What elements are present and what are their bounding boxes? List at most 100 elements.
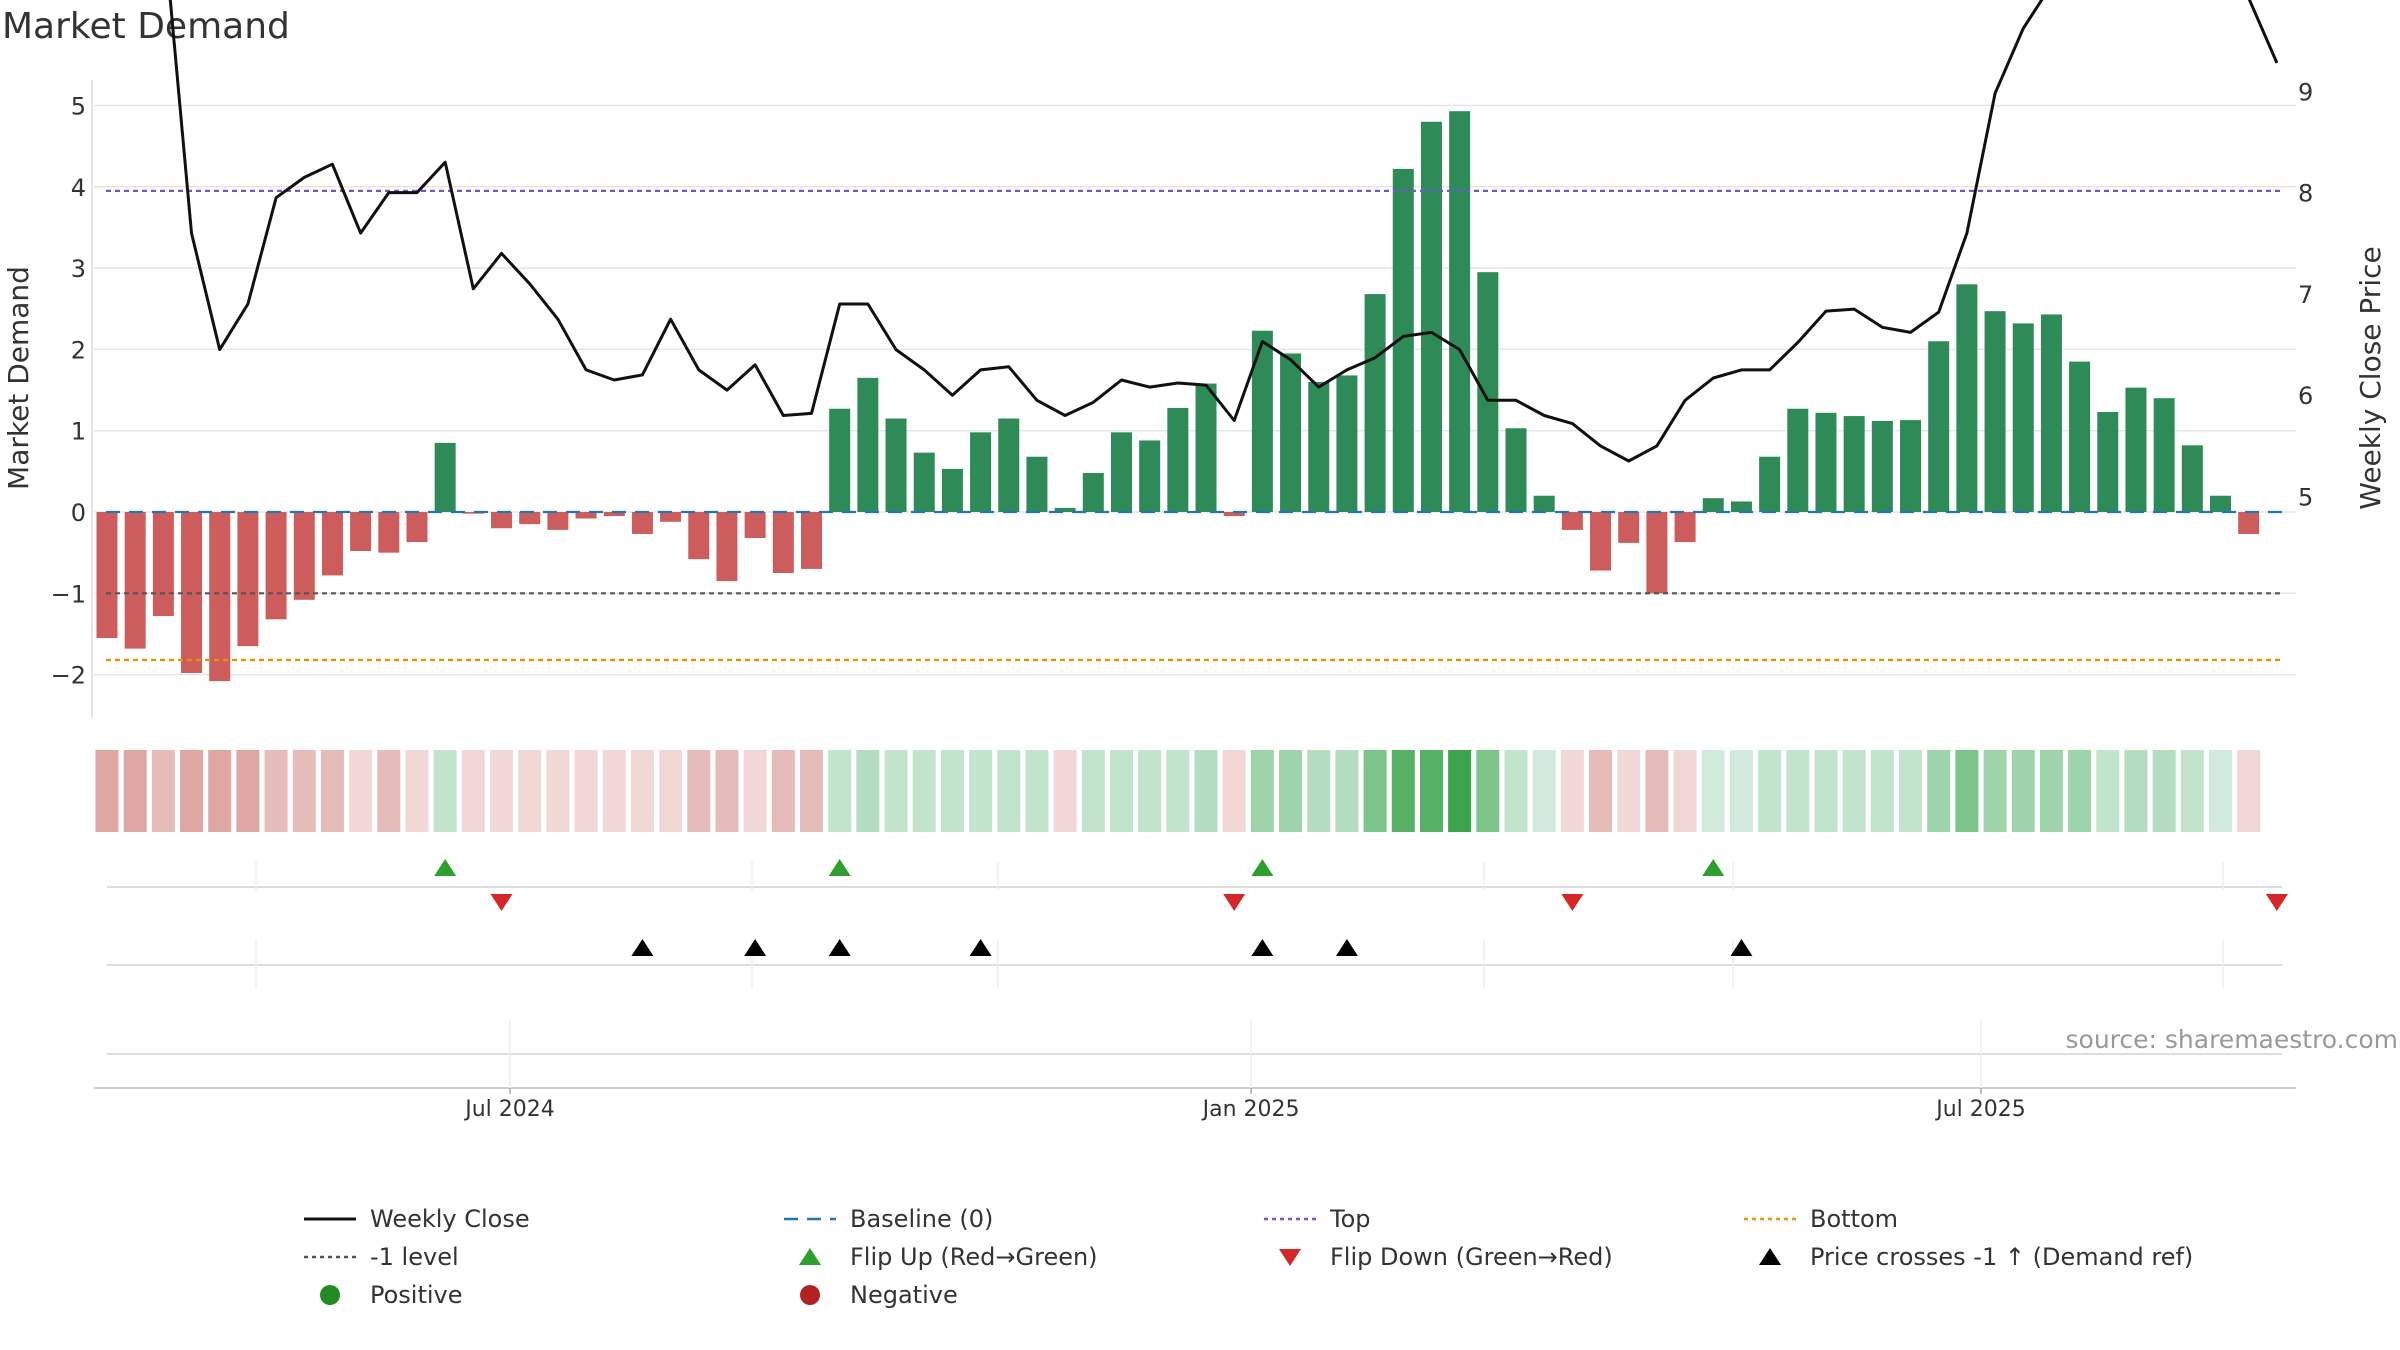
- demand-bar-negative: [209, 512, 231, 682]
- demand-bar-negative: [152, 512, 174, 617]
- demand-bar-negative: [96, 512, 118, 639]
- legend-dot-icon: [800, 1285, 820, 1305]
- legend-item: Price crosses -1 ↑ (Demand ref): [1740, 1243, 2193, 1271]
- reference-lines: [106, 189, 2282, 662]
- price-cross-marker: [969, 939, 992, 956]
- heat-cell: [2237, 750, 2261, 832]
- heat-cell: [1448, 750, 1472, 832]
- demand-bar-negative: [688, 512, 710, 560]
- demand-bar-negative: [772, 512, 794, 573]
- y-left-tick-label: 5: [71, 93, 86, 121]
- legend-swatch: [784, 1217, 836, 1221]
- heat-cell: [969, 750, 993, 832]
- heat-cell: [1222, 750, 1246, 832]
- x-tick-label: Jul 2024: [463, 1097, 555, 1122]
- demand-bar-negative: [378, 512, 400, 553]
- heat-cell: [1250, 750, 1274, 832]
- demand-bar-negative: [603, 512, 625, 517]
- heat-cell: [1363, 750, 1387, 832]
- demand-bar-positive: [1984, 311, 2006, 512]
- heat-cell: [264, 750, 288, 832]
- legend-swatch: [1264, 1217, 1316, 1221]
- heat-cell: [1617, 750, 1641, 832]
- heat-cell: [2096, 750, 2120, 832]
- legend-label: Positive: [370, 1281, 463, 1309]
- heat-cell: [1589, 750, 1613, 832]
- demand-bar-positive: [1928, 341, 1950, 512]
- demand-bars: [96, 111, 2260, 682]
- heat-cell: [2180, 750, 2204, 832]
- demand-bar-negative: [237, 512, 259, 647]
- demand-bar-positive: [1420, 121, 1442, 512]
- legend-item: Bottom: [1740, 1205, 1898, 1233]
- legend-dot-icon: [320, 1285, 340, 1305]
- flip-up-marker: [434, 859, 457, 876]
- y-right-tick-label: 7: [2298, 281, 2313, 309]
- heat-cell: [2039, 750, 2063, 832]
- demand-bar-positive: [2097, 412, 2119, 512]
- heat-cell: [743, 750, 767, 832]
- flip-down-marker: [1561, 894, 1584, 911]
- legend-swatch: [800, 1285, 820, 1305]
- heat-cell: [771, 750, 795, 832]
- x-tick-label: Jan 2025: [1201, 1097, 1300, 1122]
- flip-up-marker: [828, 859, 851, 876]
- y-right-tick-label: 10: [2298, 0, 2329, 5]
- demand-bar-negative: [744, 512, 766, 539]
- demand-bar-negative: [406, 512, 428, 543]
- demand-bar-negative: [462, 512, 484, 514]
- demand-bar-positive: [1787, 408, 1809, 512]
- demand-bar-positive: [1280, 353, 1302, 512]
- heat-cell: [884, 750, 908, 832]
- demand-bar-negative: [265, 512, 287, 620]
- demand-bar-positive: [1815, 412, 1837, 512]
- demand-bar-negative: [321, 512, 343, 576]
- legend-swatch: [304, 1255, 356, 1259]
- heat-cell: [715, 750, 739, 832]
- demand-bar-negative: [716, 512, 738, 582]
- legend-label: Top: [1330, 1205, 1371, 1233]
- heat-cell: [461, 750, 485, 832]
- demand-bar-positive: [1336, 375, 1358, 512]
- legend-item: Flip Up (Red→Green): [780, 1243, 1098, 1271]
- heat-cell: [1109, 750, 1133, 832]
- heat-cell: [292, 750, 316, 832]
- legend-item: Positive: [300, 1281, 463, 1309]
- demand-bar-negative: [1561, 512, 1583, 530]
- price-line-layer: [168, 0, 2279, 463]
- heat-cell: [1504, 750, 1528, 832]
- demand-bar-positive: [1054, 507, 1076, 512]
- heat-cell: [1081, 750, 1105, 832]
- demand-bar-positive: [1251, 330, 1273, 512]
- y-left-axis-label: Market Demand: [2, 266, 35, 490]
- heat-cell: [659, 750, 683, 832]
- heat-cell: [180, 750, 204, 832]
- demand-bar-positive: [1082, 472, 1104, 512]
- heat-cell: [630, 750, 654, 832]
- heat-cell: [518, 750, 542, 832]
- heat-cell: [1053, 750, 1077, 832]
- demand-bar-positive: [1308, 381, 1330, 512]
- y-left-tick-label: −1: [51, 580, 86, 608]
- demand-bar-positive: [1392, 168, 1414, 512]
- demand-bar-positive: [1195, 383, 1217, 512]
- legend-item: Baseline (0): [780, 1205, 993, 1233]
- heat-cell: [1814, 750, 1838, 832]
- demand-bar-negative: [1674, 512, 1696, 543]
- demand-heat-strip: [95, 750, 2261, 832]
- heat-cell: [95, 750, 119, 832]
- demand-bar-positive: [1167, 407, 1189, 512]
- demand-bar-positive: [829, 408, 851, 512]
- demand-bar-negative: [2238, 512, 2260, 534]
- flip-up-marker: [1251, 859, 1274, 876]
- heat-cell: [2152, 750, 2176, 832]
- heat-cell: [1166, 750, 1190, 832]
- heat-cell: [1335, 750, 1359, 832]
- legend-label: Price crosses -1 ↑ (Demand ref): [1810, 1243, 2194, 1271]
- demand-bar-positive: [2040, 314, 2062, 512]
- y-right-axis-label: Weekly Close Price: [2354, 246, 2387, 509]
- heat-cell: [1560, 750, 1584, 832]
- price-cross-marker: [1730, 939, 1753, 956]
- price-cross-marker: [744, 939, 767, 956]
